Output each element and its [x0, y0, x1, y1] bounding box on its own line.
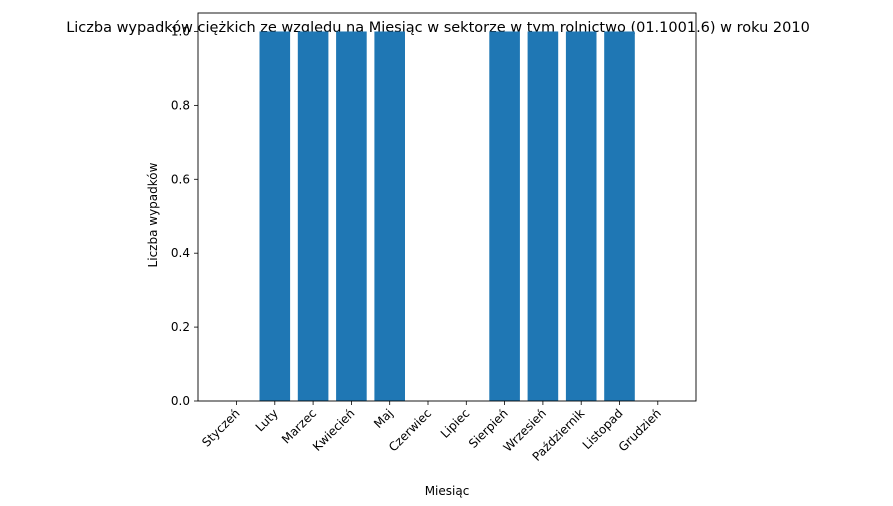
bar-7 — [489, 31, 520, 401]
y-tick-label: 0.2 — [171, 320, 190, 334]
x-tick-label: Lipiec — [438, 406, 473, 441]
y-tick-label: 0.0 — [171, 394, 190, 408]
x-axis-label: Miesiąc — [425, 484, 470, 498]
bar-1 — [259, 31, 291, 401]
plot-frame — [197, 12, 697, 402]
x-tick-label: Czerwiec — [386, 406, 434, 454]
y-axis-ticks: 0.0 0.2 0.4 0.6 0.8 1.0 — [171, 24, 198, 408]
bar-10 — [604, 31, 635, 401]
x-tick-label: Grudzień — [616, 406, 664, 454]
y-tick-label: 0.8 — [171, 98, 190, 112]
bar-8 — [527, 31, 559, 401]
bars-group — [259, 31, 635, 401]
bar-2 — [297, 31, 329, 401]
bar-9 — [565, 31, 597, 401]
bar-3 — [336, 31, 367, 401]
y-tick-label: 0.6 — [171, 172, 190, 186]
y-tick-label: 1.0 — [171, 24, 190, 38]
x-tick-label: Luty — [253, 406, 281, 434]
y-axis-label: Liczba wypadków — [146, 162, 160, 267]
x-tick-label: Styczeń — [199, 406, 242, 449]
x-tick-label: Kwiecień — [310, 406, 358, 454]
y-tick-label: 0.4 — [171, 246, 190, 260]
bar-4 — [374, 31, 405, 401]
x-tick-label: Maj — [371, 406, 396, 431]
